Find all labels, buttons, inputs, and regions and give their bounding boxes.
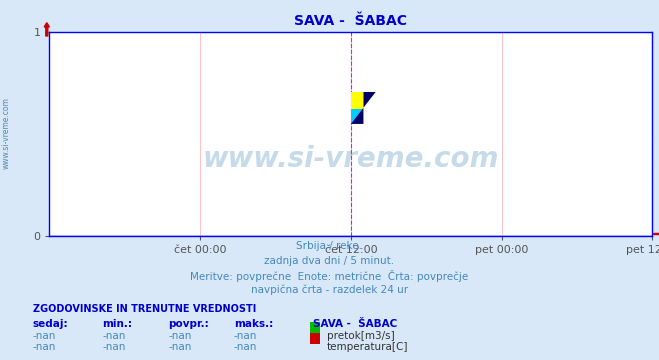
Text: min.:: min.: [102,319,132,329]
Text: -nan: -nan [168,331,191,341]
Text: -nan: -nan [234,342,257,352]
Text: povpr.:: povpr.: [168,319,209,329]
Text: maks.:: maks.: [234,319,273,329]
Text: -nan: -nan [102,331,125,341]
Text: Srbija / reke.: Srbija / reke. [297,241,362,251]
Polygon shape [351,91,376,124]
Text: pretok[m3/s]: pretok[m3/s] [327,331,395,341]
Text: -nan: -nan [102,342,125,352]
Text: www.si-vreme.com: www.si-vreme.com [2,97,11,169]
Text: ZGODOVINSKE IN TRENUTNE VREDNOSTI: ZGODOVINSKE IN TRENUTNE VREDNOSTI [33,304,256,314]
Text: www.si-vreme.com: www.si-vreme.com [203,144,499,172]
Text: -nan: -nan [33,331,56,341]
Polygon shape [351,91,364,109]
Text: sedaj:: sedaj: [33,319,69,329]
Title: SAVA -  ŠABAC: SAVA - ŠABAC [295,14,407,28]
Text: SAVA -  ŠABAC: SAVA - ŠABAC [313,319,397,329]
Text: -nan: -nan [168,342,191,352]
Text: zadnja dva dni / 5 minut.: zadnja dva dni / 5 minut. [264,256,395,266]
Text: -nan: -nan [33,342,56,352]
Text: temperatura[C]: temperatura[C] [327,342,409,352]
Text: Meritve: povprečne  Enote: metrične  Črta: povprečje: Meritve: povprečne Enote: metrične Črta:… [190,270,469,282]
Polygon shape [351,109,364,124]
Text: -nan: -nan [234,331,257,341]
Text: navpična črta - razdelek 24 ur: navpična črta - razdelek 24 ur [251,284,408,295]
